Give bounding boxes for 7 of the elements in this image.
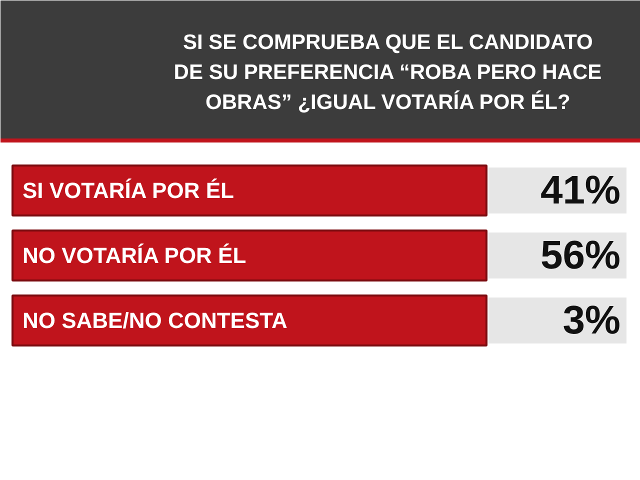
category-label: NO SABE/NO CONTESTA (22, 308, 288, 333)
data-label: 3% (562, 298, 620, 342)
data-label: 41% (540, 168, 621, 212)
data-label: 56% (540, 234, 621, 278)
category-label: NO VOTARÍA POR ÉL (22, 243, 246, 268)
text: SI SE COMPRUEBA QUE EL CANDIDATO DE SU PREFERENCIA “ROBA PERO HACE OBRAS” ¿IGUAL VOTARÍA POR ÉL? (174, 31, 602, 114)
category-label: SI VOTARÍA POR ÉL (22, 178, 234, 203)
